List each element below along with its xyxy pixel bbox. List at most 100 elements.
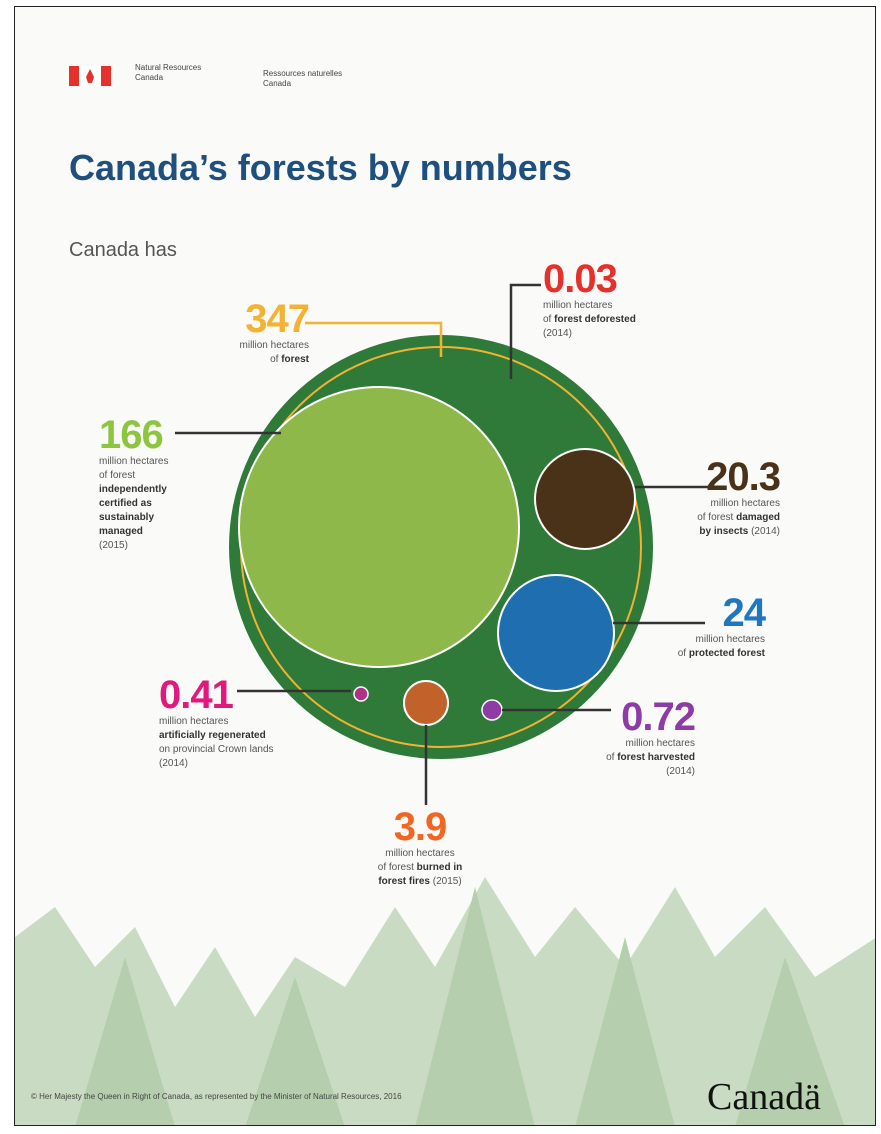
artwork [15,66,875,1125]
stat-line: of forest deforested [543,313,636,327]
stat-text: million hectares [385,848,455,859]
stat-text: (2014) [159,758,188,769]
stat-line: million hectares [355,847,485,861]
stat-text: million hectares [543,300,613,311]
stat-text: protected forest [688,648,765,659]
stat-line: artificially regenerated [159,729,274,743]
stat-text: of forest [377,862,417,873]
dept-line: Natural Resources [135,63,202,72]
stat-text: million hectares [239,340,309,351]
stat-text: of [270,354,282,365]
stat: 166 million hectares of forest independentl… [99,415,168,553]
stat-value: 0.72 [621,695,696,739]
stat-line: forest fires (2015) [355,875,485,889]
insects-circle [534,448,636,550]
stat-text: (2015) [99,540,128,551]
dept-fr: Ressources naturelles Canada [263,69,342,89]
stat-line: (2014) [545,765,695,779]
certified-circle [238,386,520,668]
stat-line: of forest burned in [355,861,485,875]
stat-line: of forest harvested [545,751,695,765]
stat-text: on provincial Crown lands [159,744,274,755]
dept-line: Canada [135,73,164,82]
dept-line: Ressources naturelles [263,69,343,78]
stat-text: independently [99,484,167,495]
stat-text: million hectares [625,738,695,749]
stat-value: 3.9 [393,805,448,849]
stat-value: 24 [722,591,767,635]
stat-text: of forest [697,512,737,523]
stat-value: 347 [245,297,310,341]
stat-text: burned in [416,862,463,873]
stat-text: of forest [99,470,136,481]
connectors [175,283,709,805]
stat-text: forest [281,354,309,365]
tree-silhouettes [15,877,875,1125]
stat-text: (2015) [430,876,462,887]
stat-line: of forest damaged [575,511,780,525]
stat-text: of [677,648,689,659]
stat: 3.9 million hectares of forest burned in fo… [355,807,485,889]
stat-line: million hectares [575,497,780,511]
stat-value: 166 [99,413,164,457]
stat-text: million hectares [99,456,169,467]
stat-text: by insects [699,526,749,537]
stat-text: (2014) [543,328,572,339]
stat-text: million hectares [695,634,765,645]
wordmark: Canadä [707,1076,821,1118]
stat: 0.03 million hectares of forest deforested… [543,259,636,341]
stat-line: on provincial Crown lands [159,743,274,757]
stat-line: managed [99,525,168,539]
stat-line: independently [99,483,168,497]
poster: Natural Resources Canada Ressources natur… [14,6,876,1126]
stat-line: sustainably [99,511,168,525]
stat-line: million hectares [543,299,636,313]
stat-text: (2014) [666,766,695,777]
stat-line: million hectares [239,339,309,353]
dept-line: Canada [263,79,292,88]
intro: Canada has [69,239,177,261]
stat-line: million hectares [615,633,765,647]
stat-text: certified as [99,498,152,509]
tree-silhouettes-dark [75,887,845,1125]
stat: 347 million hectares of forest [239,297,310,367]
stat-text: of [543,314,555,325]
stat-text: of [606,752,618,763]
copyright: © Her Majesty the Queen in Right of Cana… [31,1092,402,1101]
fires-circle [403,680,449,726]
stat-line: by insects (2014) [575,525,780,539]
stat-text: managed [99,526,143,537]
stat-text: forest fires [378,876,430,887]
stat: 0.72 million hectares of forest harvested(… [545,695,696,779]
stat-line: of forest [99,469,168,483]
stat-text: sustainably [99,512,155,523]
stat-line: certified as [99,497,168,511]
stat-line: (2014) [543,327,636,341]
stat-text: forest deforested [554,314,636,325]
stat-text: artificially regenerated [159,730,266,741]
stat: 20.3 million hectares of forest damaged by … [575,455,781,539]
dept-en: Natural Resources Canada [135,63,201,83]
stat-line: million hectares [159,715,274,729]
protected-circle [497,574,615,692]
stat-text: million hectares [710,498,780,509]
stat-line: million hectares [545,737,695,751]
stat-line: of protected forest [615,647,765,661]
stat-line: of forest [239,353,309,367]
stat-value: 0.03 [543,257,618,301]
stat-value: 20.3 [706,455,781,499]
stat-text: (2014) [748,526,780,537]
regenerated-circle [353,686,369,702]
stat-value: 0.41 [159,673,234,717]
stat: 24 million hectares of protected forest [615,591,767,661]
stat: 0.41 million hectares artificially regener… [159,675,274,771]
stat-line: (2015) [99,539,168,553]
stat-text: forest harvested [617,752,695,763]
stat-line: million hectares [99,455,168,469]
flag [69,66,111,86]
stat-text: million hectares [159,716,229,727]
stat-line: (2014) [159,757,274,771]
title: Canada’s forests by numbers [69,147,572,188]
harvested-circle [481,699,503,721]
